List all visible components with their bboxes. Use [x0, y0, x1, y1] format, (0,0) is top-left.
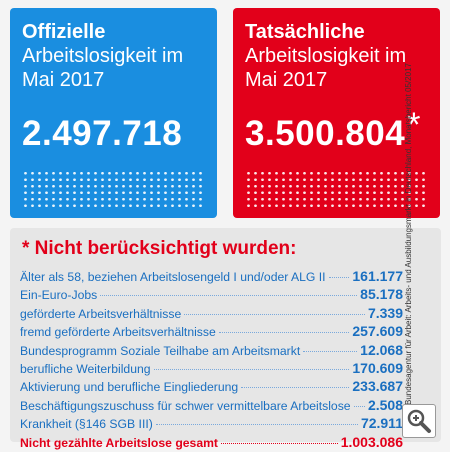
list-row: berufliche Weiterbildung 170.609	[20, 360, 403, 378]
list-row: Älter als 58, beziehen Arbeitslosengeld …	[20, 268, 403, 286]
official-panel: Offizielle Arbeitslosigkeit im Mai 2017 …	[10, 8, 217, 218]
dotted-leader	[303, 350, 358, 352]
actual-panel: Tatsächliche Arbeitslosigkeit im Mai 201…	[233, 8, 440, 218]
row-label: Aktivierung und berufliche Eingliederung	[20, 380, 239, 395]
row-value: 2.508	[367, 396, 403, 413]
row-value: 161.177	[352, 268, 403, 284]
dotted-leader	[218, 332, 350, 334]
source-note: Bundesagentur für Arbeit: Arbeits- und A…	[404, 63, 413, 405]
row-value: 12.068	[360, 341, 403, 358]
row-label: Bundesprogramm Soziale Teilhabe am Arbei…	[20, 343, 301, 358]
panel-heading: Tatsächliche	[245, 21, 365, 43]
excluded-list: * Nicht berücksichtigt wurden: Älter als…	[10, 228, 441, 450]
list-row: Beschäftigungszuschuss für schwer vermit…	[20, 397, 403, 415]
total-row: Nicht gezählte Arbeitslose gesamt 1.003.0…	[20, 434, 403, 452]
dot-pattern	[22, 170, 205, 208]
row-label: berufliche Weiterbildung	[20, 361, 151, 376]
row-value: 85.178	[360, 286, 403, 303]
row-value: 1.003.086	[340, 433, 403, 450]
row-label: Nicht gezählte Arbeitslose gesamt	[20, 435, 218, 450]
dotted-leader	[221, 442, 338, 444]
dotted-leader	[353, 405, 365, 407]
list-row: Ein-Euro-Jobs 85.178	[20, 286, 403, 304]
panel-subheading: Arbeitslosigkeit im Mai 2017	[245, 45, 407, 91]
value-text: 3.500.804	[245, 114, 406, 153]
list-title: * Nicht berücksichtigt wurden:	[22, 238, 297, 259]
panel-value: 2.497.718	[22, 114, 207, 154]
row-label: Älter als 58, beziehen Arbeitslosengeld …	[20, 270, 326, 284]
dotted-leader	[184, 313, 365, 315]
row-label: Ein-Euro-Jobs	[20, 288, 98, 303]
zoom-button[interactable]	[402, 404, 436, 438]
row-value: 72.911	[360, 415, 403, 432]
dotted-leader	[241, 387, 350, 389]
panel-subheading: Arbeitslosigkeit im Mai 2017	[22, 45, 184, 91]
row-value: 7.339	[367, 304, 403, 321]
zoom-icon	[407, 409, 431, 433]
dot-pattern	[245, 170, 428, 208]
list-row: Bundesprogramm Soziale Teilhabe am Arbei…	[20, 342, 403, 360]
panel-heading: Offizielle	[22, 21, 106, 43]
row-label: geförderte Arbeitsverhältnisse	[20, 306, 182, 321]
list-row: Aktivierung und berufliche Eingliederung…	[20, 378, 403, 396]
list-rows: Älter als 58, beziehen Arbeitslosengeld …	[20, 268, 441, 452]
list-row: fremd geförderte Arbeitsverhältnisse 257.…	[20, 323, 403, 341]
dotted-leader	[155, 424, 358, 426]
row-label: fremd geförderte Arbeitsverhältnisse	[20, 325, 216, 340]
list-row: Krankheit (§146 SGB III) 72.911	[20, 415, 403, 433]
value-text: 2.497.718	[22, 114, 183, 153]
dotted-leader	[100, 295, 358, 297]
row-value: 170.609	[352, 359, 403, 376]
row-value: 233.687	[352, 378, 403, 395]
dotted-leader	[153, 368, 350, 370]
panel-value: 3.500.804 *	[245, 106, 430, 154]
footnote-mark: *	[407, 106, 421, 144]
dotted-leader	[328, 277, 350, 278]
list-row: geförderte Arbeitsverhältnisse 7.339	[20, 305, 403, 323]
row-label: Krankheit (§146 SGB III)	[20, 417, 153, 432]
row-label: Beschäftigungszuschuss für schwer vermit…	[20, 398, 351, 413]
row-value: 257.609	[352, 323, 403, 340]
